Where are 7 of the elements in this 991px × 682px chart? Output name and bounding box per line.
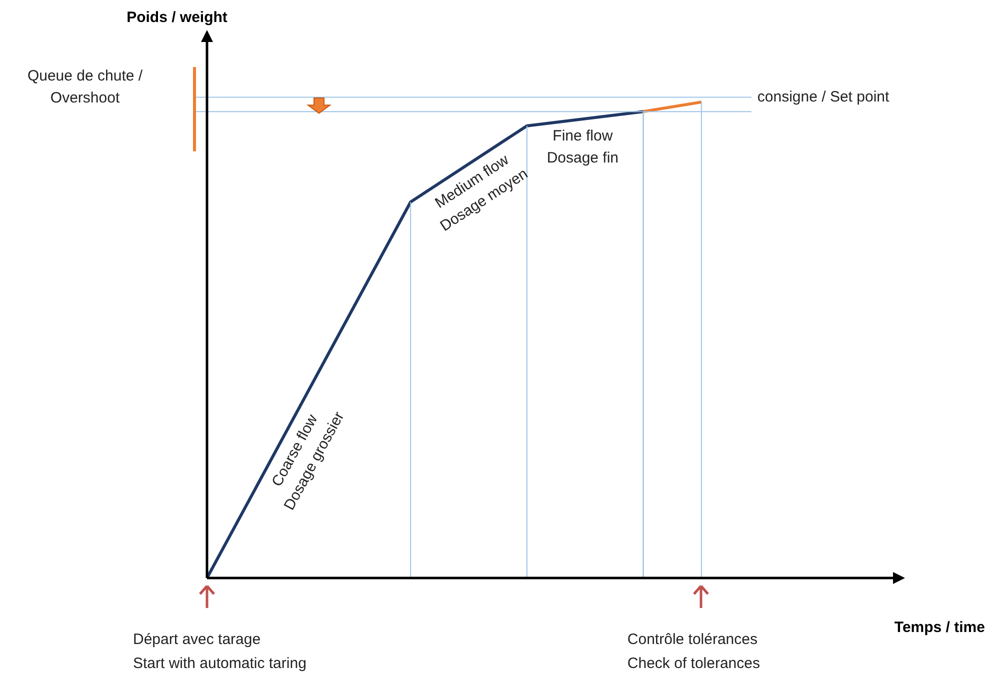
text: Poids / weight [126,9,228,26]
text: Contrôle tolérances Check of tolerances [627,631,760,672]
text: Départ avec tarage Start with automatic taring [133,631,306,672]
annotation: Fine flow Dosage fin [546,127,619,166]
ref-line-label: consigne / Set point [757,88,890,106]
x-axis-title: Temps / time [894,619,985,636]
text: Queue de chute / Overshoot [27,67,144,106]
